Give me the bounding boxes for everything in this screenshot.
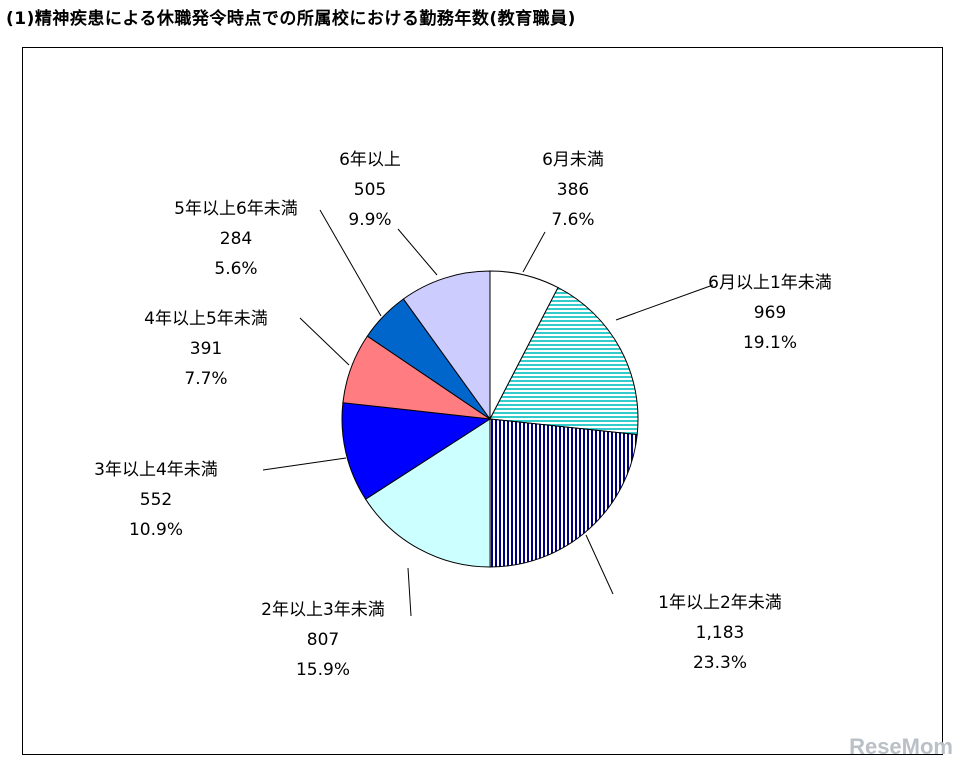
pie-chart: 6月未満 386 7.6% 6月以上1年未満 969 19.1% 1年以上2年未満 1,183…: [94, 150, 832, 680]
slice-value-label: 1,183: [696, 623, 745, 643]
slice-percent-label: 9.9%: [348, 210, 391, 230]
slice-percent-label: 7.6%: [551, 210, 594, 230]
slice-percent-label: 7.7%: [184, 369, 227, 389]
leader-line-4: [407, 567, 412, 617]
slice-value-label: 284: [220, 229, 252, 249]
pie-slice-4: [364, 418, 491, 568]
slice-label-6: 4年以上5年未満 391 7.7%: [144, 309, 268, 389]
page-title: (1)精神疾患による休職発令時点での所属校における勤務年数(教育職員): [6, 9, 576, 29]
slice-name-label: 6月以上1年未満: [708, 273, 832, 293]
slice-percent-label: 10.9%: [129, 520, 183, 540]
slice-value-label: 969: [754, 303, 786, 323]
leader-line-8: [397, 228, 438, 276]
slice-value-label: 391: [190, 339, 222, 359]
slice-name-label: 2年以上3年未満: [261, 600, 385, 620]
leader-line-6: [299, 317, 350, 366]
slice-name-label: 5年以上6年未満: [174, 199, 298, 219]
watermark-logo: ReseMom: [849, 734, 953, 759]
slice-name-label: 1年以上2年未満: [658, 593, 782, 613]
leader-line-1: [522, 231, 546, 273]
leader-line-7: [319, 209, 382, 317]
slice-name-label: 6年以上: [339, 150, 401, 170]
pie-slice-5: [341, 402, 492, 500]
slice-label-3: 1年以上2年未満 1,183 23.3%: [658, 593, 782, 673]
slice-value-label: 552: [140, 490, 172, 510]
leader-line-3: [585, 534, 614, 595]
slice-percent-label: 15.9%: [296, 660, 350, 680]
pie-slice-8: [402, 270, 491, 421]
slice-value-label: 807: [307, 630, 339, 650]
slice-name-label: 4年以上5年未満: [144, 309, 268, 329]
slice-label-2: 6月以上1年未満 969 19.1%: [708, 273, 832, 353]
pie-slice-2: [489, 286, 639, 436]
slice-label-7: 5年以上6年未満 284 5.6%: [174, 199, 298, 279]
slice-percent-label: 23.3%: [693, 653, 747, 673]
leader-line-5: [262, 457, 347, 471]
leader-line-2: [615, 284, 714, 321]
slice-name-label: 3年以上4年未満: [94, 460, 218, 480]
slice-name-label: 6月未満: [542, 150, 604, 170]
slice-value-label: 386: [557, 180, 589, 200]
slice-percent-label: 5.6%: [214, 259, 257, 279]
slice-label-4: 2年以上3年未満 807 15.9%: [261, 600, 385, 680]
slice-percent-label: 19.1%: [743, 333, 797, 353]
pie-slice-3: [489, 418, 638, 568]
chart-frame: 6月未満 386 7.6% 6月以上1年未満 969 19.1% 1年以上2年未満 1,183…: [22, 47, 943, 755]
slice-label-1: 6月未満 386 7.6%: [542, 150, 604, 230]
slice-label-5: 3年以上4年未満 552 10.9%: [94, 460, 218, 540]
slice-label-8: 6年以上 505 9.9%: [339, 150, 401, 230]
slice-value-label: 505: [354, 180, 386, 200]
